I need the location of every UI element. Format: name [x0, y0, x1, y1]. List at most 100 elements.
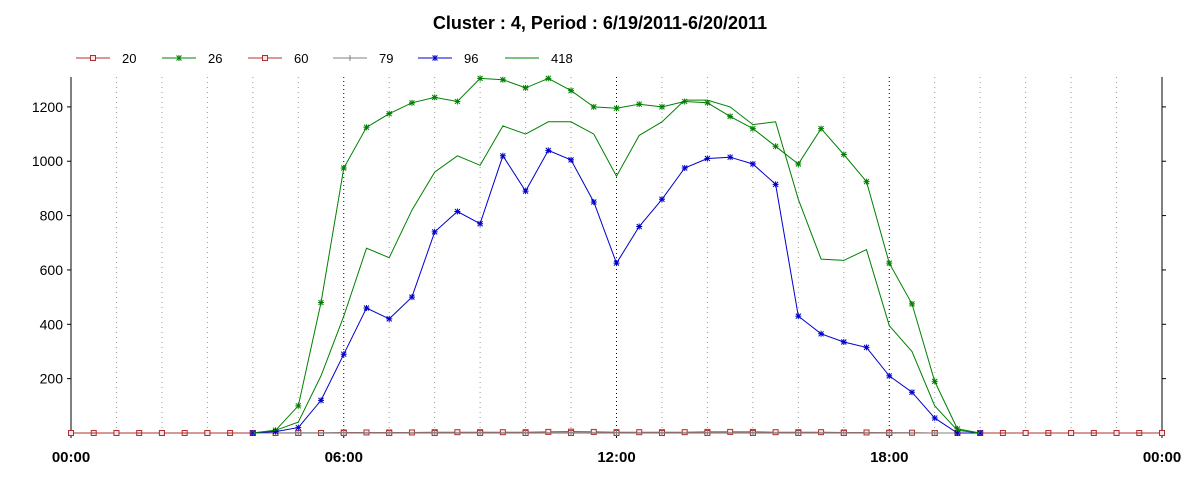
- series-79: [249, 429, 984, 436]
- data-point: [1022, 430, 1029, 436]
- data-point: [749, 429, 756, 436]
- data-point: [340, 165, 347, 172]
- data-point: [363, 124, 370, 131]
- data-point: [1159, 430, 1165, 436]
- data-point: [931, 430, 938, 436]
- axis-layer: 200 400 600 800 1000 1200 00:00 06:00 12:00 18:00…: [32, 77, 1181, 466]
- data-point: [590, 103, 597, 110]
- grid-layer: [115, 77, 1118, 433]
- data-point: [408, 294, 415, 301]
- data-point: [318, 299, 325, 306]
- data-point: [477, 75, 484, 82]
- data-point: [795, 160, 802, 167]
- data-point: [363, 304, 370, 311]
- data-point: [590, 199, 597, 206]
- data-point: [954, 425, 961, 432]
- data-point: [954, 430, 961, 436]
- data-point: [886, 429, 893, 436]
- data-point: [431, 228, 438, 235]
- data-point: [908, 300, 915, 307]
- data-point: [818, 125, 825, 132]
- data-point: [454, 429, 461, 436]
- data-point: [636, 429, 643, 436]
- data-point: [272, 428, 279, 435]
- data-point: [772, 429, 779, 436]
- data-point: [613, 105, 620, 112]
- data-point: [408, 99, 415, 106]
- data-point: [749, 160, 756, 167]
- data-point: [454, 98, 461, 105]
- data-point: [386, 315, 393, 322]
- legend-item-60: 60: [248, 51, 308, 66]
- data-point: [727, 154, 734, 161]
- data-point: [545, 147, 552, 154]
- data-point: [840, 151, 847, 158]
- legend-label: 79: [379, 51, 393, 66]
- legend-label: 60: [294, 51, 308, 66]
- data-point: [704, 99, 711, 106]
- data-point: [818, 429, 825, 436]
- data-point: [681, 165, 688, 172]
- data-point: [818, 330, 825, 337]
- data-point: [704, 155, 711, 162]
- data-point: [727, 113, 734, 120]
- data-point: [545, 428, 552, 435]
- series-line: [252, 149, 981, 434]
- legend-label: 20: [122, 51, 136, 66]
- data-point: [158, 430, 165, 436]
- data-point: [499, 76, 506, 83]
- data-point: [840, 338, 847, 345]
- data-point: [432, 55, 438, 61]
- data-point: [931, 378, 938, 385]
- y-tick-label: 1000: [32, 153, 63, 169]
- data-point: [499, 152, 506, 159]
- data-point: [113, 430, 120, 436]
- legend-item-418: 418: [505, 51, 573, 66]
- data-point: [658, 429, 665, 436]
- data-point: [568, 87, 575, 94]
- data-point: [295, 429, 302, 436]
- data-point: [863, 178, 870, 185]
- data-point: [840, 429, 847, 436]
- data-point: [499, 429, 506, 436]
- x-tick-label: 06:00: [325, 449, 363, 466]
- y-tick-label: 800: [40, 208, 64, 224]
- series-line: [252, 99, 981, 434]
- series-layer: [68, 75, 1165, 436]
- data-point: [568, 429, 575, 436]
- data-point: [908, 389, 915, 396]
- data-point: [90, 55, 96, 61]
- data-point: [795, 429, 802, 436]
- x-tick-label: 00:00: [1143, 449, 1181, 466]
- data-point: [931, 415, 938, 422]
- series-line: [252, 77, 981, 434]
- data-point: [681, 429, 688, 436]
- x-tick-label: 12:00: [597, 449, 635, 466]
- data-point: [886, 372, 893, 379]
- data-point: [863, 344, 870, 351]
- data-point: [386, 429, 393, 436]
- data-point: [454, 208, 461, 215]
- data-point: [636, 223, 643, 230]
- data-point: [681, 98, 688, 105]
- data-point: [340, 429, 347, 436]
- y-tick-label: 200: [40, 371, 64, 387]
- legend-label: 26: [208, 51, 222, 66]
- series-418: [252, 99, 981, 434]
- legend-label: 96: [464, 51, 478, 66]
- data-point: [772, 181, 779, 188]
- chart-title: Cluster : 4, Period : 6/19/2011-6/20/201…: [432, 13, 768, 33]
- legend-item-79: 79: [333, 51, 393, 66]
- data-point: [295, 402, 302, 409]
- data-point: [176, 55, 182, 61]
- data-point: [636, 101, 643, 108]
- data-point: [1068, 430, 1075, 436]
- data-point: [318, 397, 325, 404]
- legend-item-26: 26: [162, 51, 222, 66]
- data-point: [1113, 430, 1120, 436]
- data-point: [204, 430, 211, 436]
- data-point: [704, 429, 711, 436]
- y-tick-label: 600: [40, 262, 64, 278]
